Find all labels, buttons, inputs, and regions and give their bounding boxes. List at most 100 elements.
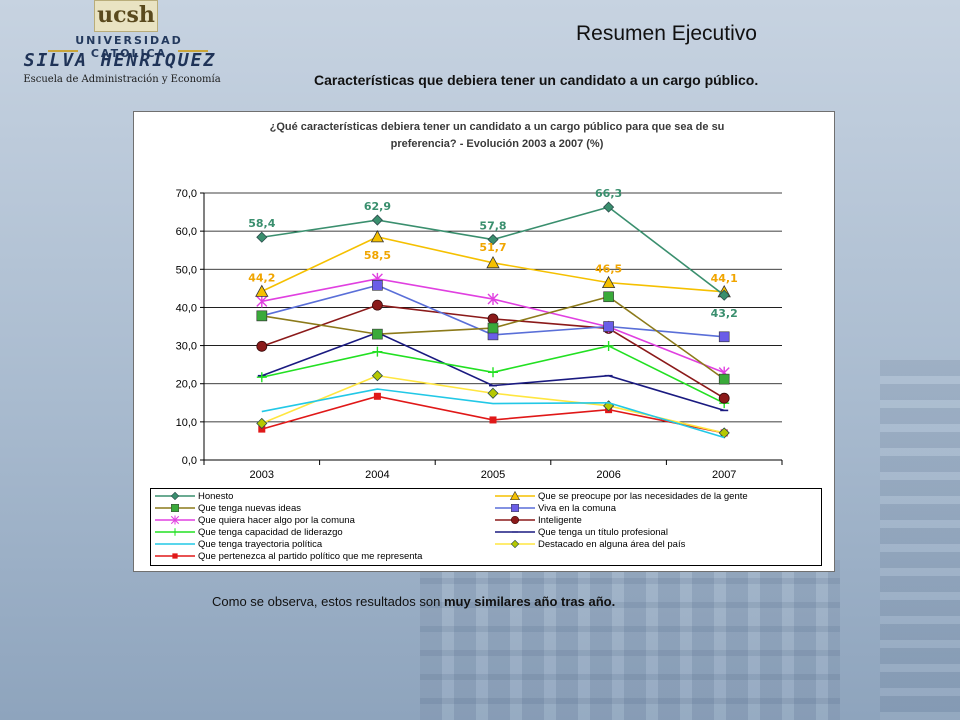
data-point bbox=[171, 504, 179, 512]
logo-divider-right bbox=[178, 50, 208, 52]
y-tick-label: 30,0 bbox=[176, 341, 197, 353]
data-point bbox=[256, 372, 267, 383]
chart-title-line1: ¿Qué características debiera tener un ca… bbox=[270, 121, 725, 133]
legend-swatch bbox=[155, 515, 195, 525]
legend-marker bbox=[172, 553, 178, 559]
y-tick-label: 40,0 bbox=[176, 302, 197, 314]
data-label: 62,9 bbox=[364, 200, 391, 213]
data-point bbox=[371, 370, 383, 382]
data-point bbox=[255, 284, 269, 297]
data-label: 43,2 bbox=[711, 307, 738, 320]
background-building-side bbox=[880, 360, 960, 720]
legend-swatch bbox=[155, 528, 195, 536]
legend-marker bbox=[511, 504, 519, 512]
data-point bbox=[603, 321, 614, 332]
legend-swatch bbox=[495, 539, 535, 549]
chart-data-labels: 58,4 62,9 57,8 66,3 43,2 44,2 58,5 51,7 46,5 44,1 bbox=[248, 187, 738, 320]
data-point bbox=[371, 299, 383, 311]
data-point bbox=[256, 295, 268, 308]
x-tick-label: 2005 bbox=[481, 469, 505, 481]
legend-swatch bbox=[155, 504, 195, 512]
legend-label: Destacado en alguna área del país bbox=[538, 538, 686, 550]
y-tick-label: 0,0 bbox=[182, 455, 197, 467]
data-point bbox=[718, 427, 730, 439]
footer-text: Como se observa, estos resultados son bbox=[212, 594, 444, 609]
legend-label: Viva en la comuna bbox=[538, 502, 616, 514]
data-point bbox=[487, 293, 499, 306]
data-point bbox=[603, 201, 615, 213]
data-point bbox=[170, 515, 180, 525]
series-2 bbox=[256, 291, 730, 385]
legend-item: Honesto bbox=[155, 490, 234, 502]
legend-item: Que tenga trayectoria política bbox=[155, 538, 323, 550]
data-point bbox=[486, 255, 500, 269]
data-label: 57,8 bbox=[479, 220, 506, 233]
y-tick-label: 20,0 bbox=[176, 379, 197, 391]
data-label: 58,5 bbox=[364, 249, 391, 262]
x-tick-label: 2007 bbox=[712, 469, 736, 481]
data-label: 51,7 bbox=[479, 241, 506, 254]
data-point bbox=[256, 417, 268, 429]
data-point bbox=[601, 275, 616, 289]
data-point bbox=[373, 392, 381, 400]
data-point bbox=[372, 346, 383, 357]
legend-marker bbox=[510, 539, 520, 549]
legend-item: Que quiera hacer algo por la comuna bbox=[155, 514, 355, 526]
legend-label: Honesto bbox=[198, 490, 234, 502]
data-label: 58,4 bbox=[248, 217, 275, 230]
x-tick-label: 2003 bbox=[250, 469, 274, 481]
data-point bbox=[256, 340, 268, 352]
data-label: 44,1 bbox=[711, 272, 738, 285]
data-point bbox=[603, 291, 614, 303]
series-5 bbox=[256, 299, 730, 404]
data-label: 46,5 bbox=[595, 263, 622, 276]
background-building bbox=[420, 560, 840, 720]
logo-divider-left bbox=[48, 50, 78, 52]
logo-name-text: SILVA HENRIQUEZ bbox=[23, 50, 217, 71]
legend-swatch bbox=[495, 515, 535, 525]
legend-label: Que tenga capacidad de liderazgo bbox=[198, 526, 343, 538]
data-point bbox=[487, 387, 499, 399]
legend-marker bbox=[171, 504, 179, 512]
data-point bbox=[372, 328, 383, 340]
data-label: 66,3 bbox=[595, 187, 622, 200]
legend-item: Viva en la comuna bbox=[495, 502, 616, 514]
y-tick-label: 50,0 bbox=[176, 264, 197, 276]
data-point bbox=[718, 392, 730, 404]
legend-swatch bbox=[155, 543, 195, 545]
data-point bbox=[487, 313, 499, 325]
legend-label: Que tenga nuevas ideas bbox=[198, 502, 301, 514]
data-point bbox=[371, 214, 383, 226]
legend-label: Que quiera hacer algo por la comuna bbox=[198, 514, 355, 526]
legend-swatch bbox=[495, 491, 535, 501]
x-tick-label: 2004 bbox=[365, 469, 389, 481]
logo-school-text: Escuela de Administración y Economía bbox=[23, 74, 221, 85]
data-point bbox=[372, 280, 383, 291]
data-point bbox=[510, 539, 520, 549]
chart-title-line2: preferencia? - Evolución 2003 a 2007 (%) bbox=[391, 138, 604, 150]
chart-legend: Honesto Que se preocupe por las necesidad… bbox=[150, 488, 822, 566]
legend-label: Que se preocupe por las necesidades de l… bbox=[538, 490, 748, 502]
legend-marker bbox=[509, 491, 521, 501]
university-logo: ucsh UNIVERSIDAD CATOLICA SILVA HENRIQUE… bbox=[8, 0, 233, 90]
page-title: Resumen Ejecutivo bbox=[576, 22, 757, 45]
legend-item: Que se preocupe por las necesidades de l… bbox=[495, 490, 748, 502]
series-0 bbox=[256, 201, 730, 301]
data-point bbox=[510, 515, 520, 525]
legend-label: Que pertenezca al partido político que m… bbox=[198, 550, 423, 562]
data-point bbox=[171, 528, 179, 536]
footer-bold-text: muy similares año tras año. bbox=[443, 594, 616, 609]
data-point bbox=[170, 491, 180, 501]
series-8 bbox=[261, 388, 725, 439]
footer-note: Como se observa, estos resultados son mu… bbox=[212, 594, 615, 609]
legend-item: Que tenga capacidad de liderazgo bbox=[155, 526, 343, 538]
chart-plot: ¿Qué características debiera tener un ca… bbox=[176, 121, 783, 481]
data-point bbox=[256, 310, 268, 322]
legend-marker bbox=[510, 515, 520, 525]
legend-item: Destacado en alguna área del país bbox=[495, 538, 686, 550]
legend-item: Que pertenezca al partido político que m… bbox=[155, 550, 423, 562]
legend-label: Que tenga trayectoria política bbox=[198, 538, 323, 550]
chart-axes: 0,0 10,0 20,0 30,0 40,0 50,0 60,0 70,0 2003 2004 2… bbox=[176, 188, 783, 481]
chart-series bbox=[255, 201, 731, 439]
legend-item: Que tenga un título profesional bbox=[495, 527, 668, 538]
